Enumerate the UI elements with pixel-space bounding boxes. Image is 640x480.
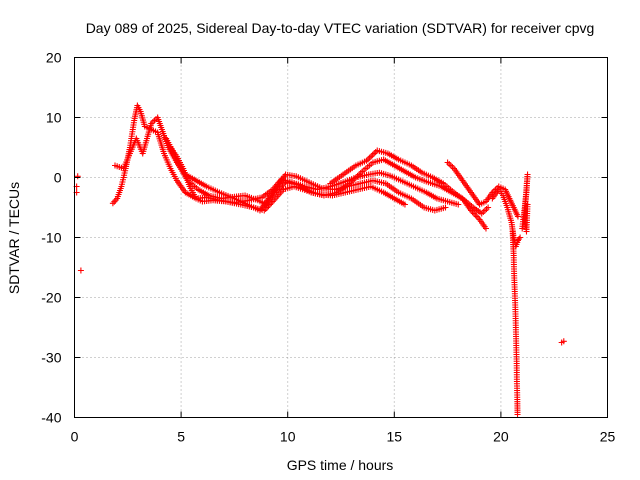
data-point-isolated (77, 267, 84, 274)
x-axis-label: GPS time / hours (287, 457, 394, 473)
data-point-arc-g (517, 234, 524, 241)
x-tick-label: 10 (280, 429, 296, 445)
data-points (73, 102, 567, 418)
y-axis-label: SDTVAR / TECUs (6, 182, 22, 294)
data-point-arc-b (442, 204, 449, 211)
data-point-arc-e (368, 153, 375, 160)
y-tick-label: 10 (46, 110, 62, 126)
x-tick-label: 15 (387, 429, 403, 445)
data-point-tail (524, 201, 531, 208)
data-point-arc-e (369, 151, 376, 158)
data-point-isolated (74, 173, 81, 180)
data-point-arc-c (473, 213, 480, 220)
data-point-arc-e (366, 154, 373, 161)
y-tick-label: -20 (41, 290, 61, 306)
y-tick-label: -40 (41, 410, 61, 426)
data-point-arc-e (485, 204, 492, 211)
axis-ticks: 0 5 10 15 20 25 -40 -30 -20 -10 0 10 20 (41, 50, 615, 445)
y-tick-label: -30 (41, 350, 61, 366)
data-point-arc-d (401, 201, 408, 208)
plot-frame (74, 57, 608, 418)
data-point-arc-c (472, 212, 479, 218)
data-point-arc-c (475, 215, 482, 221)
x-tick-label: 0 (71, 429, 79, 445)
y-tick-label: 0 (54, 170, 62, 186)
data-point-isolated (560, 338, 567, 345)
y-tick-label: -10 (41, 230, 61, 246)
data-point-dropout (514, 411, 521, 418)
data-point-arc-e (371, 150, 378, 157)
data-point-arc-e (372, 148, 379, 155)
chart-title: Day 089 of 2025, Sidereal Day-to-day VTE… (86, 20, 595, 36)
data-point-arc-a (455, 201, 462, 208)
x-tick-label: 25 (600, 429, 616, 445)
data-point-arc-c (482, 225, 489, 232)
x-tick-label: 5 (177, 429, 185, 445)
x-tick-label: 20 (493, 429, 509, 445)
y-tick-label: 20 (46, 50, 62, 66)
data-point-arc-f (514, 213, 521, 220)
grid-lines (74, 57, 608, 418)
